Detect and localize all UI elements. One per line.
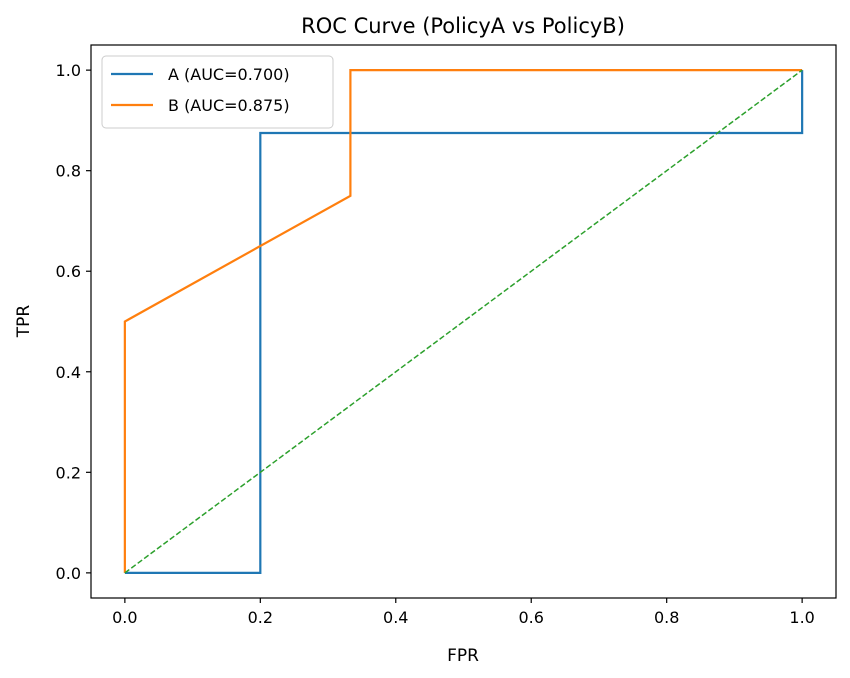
plot-frame [90, 44, 837, 599]
chart-title: ROC Curve (PolicyA vs PolicyB) [301, 14, 625, 38]
legend-label: A (AUC=0.700) [168, 65, 290, 84]
chance-diagonal-line [124, 69, 803, 574]
y-tick-label: 0.0 [56, 564, 81, 583]
series-line-b [123, 69, 803, 573]
y-tick-label: 0.8 [56, 162, 81, 181]
legend-box [101, 55, 334, 129]
series-line-a [124, 70, 804, 574]
y-tick-label: 0.4 [56, 363, 81, 382]
legend: A (AUC=0.700) B (AUC=0.875) [101, 55, 334, 129]
ticks-layer: 0.0 0.2 0.4 0.6 0.8 1.0 0.0 0.2 0.4 0.6 0.8 1.0 [56, 61, 815, 627]
legend-label: B (AUC=0.875) [168, 96, 290, 115]
x-axis-label: FPR [447, 646, 479, 666]
y-tick-label: 1.0 [56, 61, 81, 80]
x-tick-label: 0.8 [654, 608, 679, 627]
x-tick-label: 0.6 [519, 608, 544, 627]
y-tick-label: 0.2 [56, 463, 81, 482]
x-tick-label: 0.4 [383, 608, 408, 627]
y-axis-label: TPR [14, 305, 34, 339]
series-layer [123, 69, 804, 574]
x-tick-label: 1.0 [789, 608, 814, 627]
y-tick-label: 0.6 [56, 262, 81, 281]
x-tick-label: 0.2 [248, 608, 273, 627]
x-tick-label: 0.0 [112, 608, 137, 627]
